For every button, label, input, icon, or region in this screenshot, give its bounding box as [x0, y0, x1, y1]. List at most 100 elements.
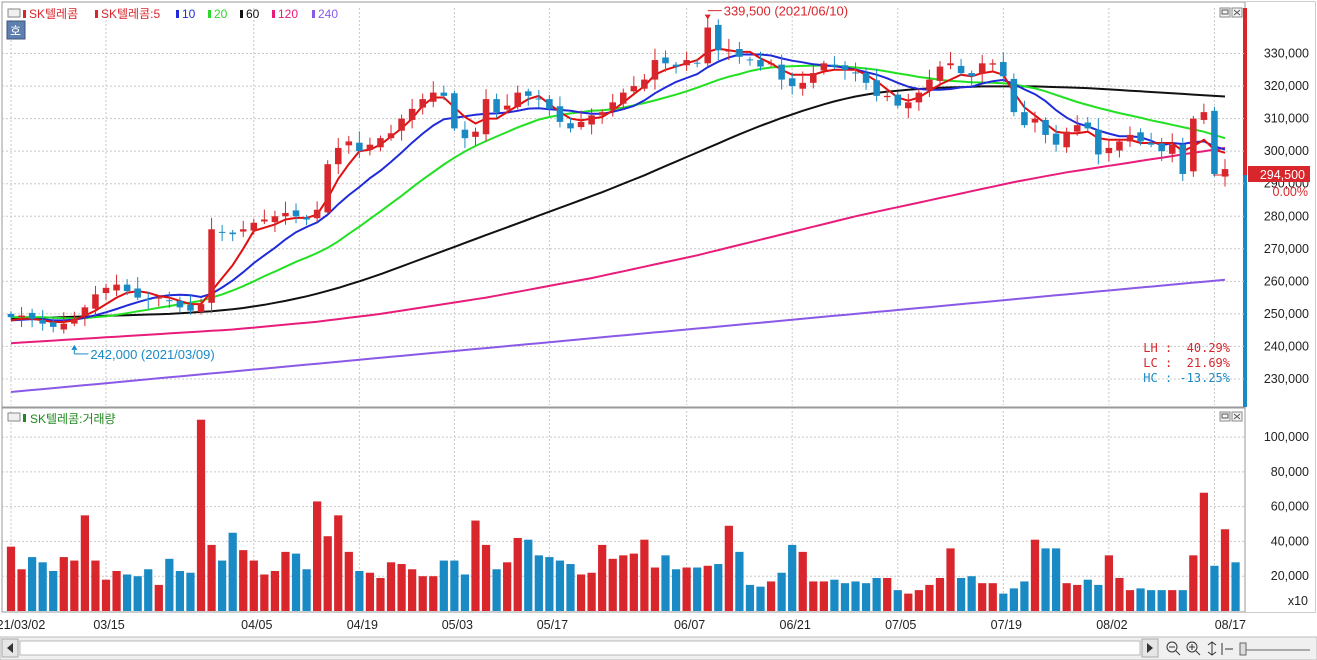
volume-bar	[323, 536, 332, 611]
lh-stat: LH : 40.29%	[1143, 341, 1230, 355]
reset-range-icon[interactable]	[1221, 643, 1233, 655]
volume-bar	[49, 571, 58, 611]
range-stats: LH : 40.29% LC : 21.69% HC : -13.25%	[1143, 341, 1230, 385]
candle	[144, 291, 152, 310]
volume-bar	[534, 555, 543, 611]
legend-ma10: 10	[182, 7, 196, 21]
price-tick-label: 330,000	[1264, 47, 1309, 61]
candle	[514, 85, 521, 110]
candle	[451, 90, 458, 132]
candle	[208, 217, 215, 313]
legend-ma60: 60	[246, 7, 260, 21]
volume-bar	[1178, 590, 1187, 611]
date-tick-label: 06/21	[780, 618, 811, 632]
date-tick-label: 08/02	[1096, 618, 1127, 632]
scroll-track[interactable]	[19, 640, 1141, 656]
horizontal-scrollbar[interactable]	[0, 636, 1317, 660]
volume-bar	[302, 569, 311, 611]
candle	[799, 71, 807, 96]
volume-bar	[101, 579, 111, 611]
candle	[313, 201, 321, 223]
candle	[229, 229, 236, 242]
candle	[715, 19, 722, 61]
volume-bar	[270, 571, 280, 611]
candle	[461, 121, 469, 149]
zoom-slider[interactable]	[1239, 642, 1310, 656]
candle	[1021, 100, 1028, 128]
date-tick-label: 2021/03/02	[0, 618, 45, 632]
volume-bar	[260, 574, 269, 611]
volume-bar	[503, 562, 512, 611]
volume-bar	[355, 571, 364, 611]
volume-bar	[186, 572, 195, 611]
candle	[968, 70, 975, 87]
candle	[250, 218, 258, 235]
volume-tick-label: 60,000	[1271, 500, 1309, 514]
zoom-in-icon[interactable]	[1186, 641, 1201, 656]
date-axis-ticks: 2021/03/02 03/15 04/05 04/19 05/03 05/17 06/07…	[0, 618, 1246, 632]
volume-bars	[6, 419, 1240, 611]
volume-bar	[830, 579, 839, 611]
volume-bar	[460, 574, 470, 611]
volume-bar	[386, 562, 396, 611]
candle	[767, 59, 775, 67]
candle	[957, 58, 965, 76]
candle	[102, 283, 110, 301]
volume-bar	[1041, 548, 1050, 611]
fit-all-icon[interactable]	[1207, 641, 1217, 656]
volume-bar	[714, 564, 723, 611]
candle	[1031, 111, 1039, 133]
candle	[71, 311, 78, 327]
candle	[1116, 138, 1123, 158]
volume-legend: SK텔레콤:거래량	[7, 412, 116, 426]
y-axis-area	[1245, 2, 1315, 612]
volume-bar	[745, 584, 755, 611]
candle	[1105, 140, 1113, 162]
volume-panel-menu-icon[interactable]	[7, 412, 21, 422]
ho-button[interactable]: 호	[6, 20, 26, 40]
zoom-out-icon[interactable]	[1166, 641, 1181, 656]
candle	[788, 72, 796, 95]
candle	[334, 138, 342, 175]
volume-panel-window-buttons[interactable]	[1219, 411, 1243, 422]
volume-bar	[914, 590, 923, 611]
candle	[1158, 137, 1165, 162]
price-tick-label: 230,000	[1264, 372, 1309, 386]
candle	[620, 88, 627, 110]
volume-bar	[861, 583, 871, 611]
candle	[915, 88, 923, 111]
price-panel-window-buttons[interactable]	[1219, 7, 1243, 18]
candle	[546, 95, 553, 116]
volume-bar	[640, 539, 649, 611]
volume-bar	[38, 562, 47, 611]
volume-bar	[598, 544, 607, 611]
candle	[535, 90, 543, 108]
legend-ma120: 120	[278, 7, 298, 21]
candle	[1063, 127, 1070, 153]
volume-bar	[1115, 577, 1124, 611]
volume-bar	[925, 584, 934, 611]
panel-menu-icon[interactable]	[7, 8, 21, 18]
volume-bar	[566, 564, 575, 611]
date-tick-label: 06/07	[674, 618, 705, 632]
candle	[947, 51, 954, 70]
candle	[60, 312, 68, 334]
ma120-line	[10, 146, 1226, 345]
date-tick-label: 05/17	[537, 618, 568, 632]
candle	[978, 54, 986, 83]
volume-bar	[144, 569, 153, 611]
volume-bar	[1168, 590, 1177, 611]
volume-bar	[524, 539, 533, 611]
volume-bar	[840, 583, 850, 611]
candle	[176, 296, 184, 313]
volume-bar	[408, 569, 417, 611]
current-price-label: 294,500	[1260, 168, 1305, 182]
current-price-marker: 294,500 0.00%	[1213, 166, 1310, 199]
volume-bar	[883, 577, 892, 611]
price-legend: SK텔레콤 SK텔레콤:5 10 20 60 120 240	[7, 7, 338, 21]
volume-bar	[27, 557, 37, 611]
price-tick-label: 320,000	[1264, 79, 1309, 93]
candle	[324, 160, 331, 215]
date-tick-label: 04/05	[241, 618, 272, 632]
candle	[1095, 118, 1102, 165]
